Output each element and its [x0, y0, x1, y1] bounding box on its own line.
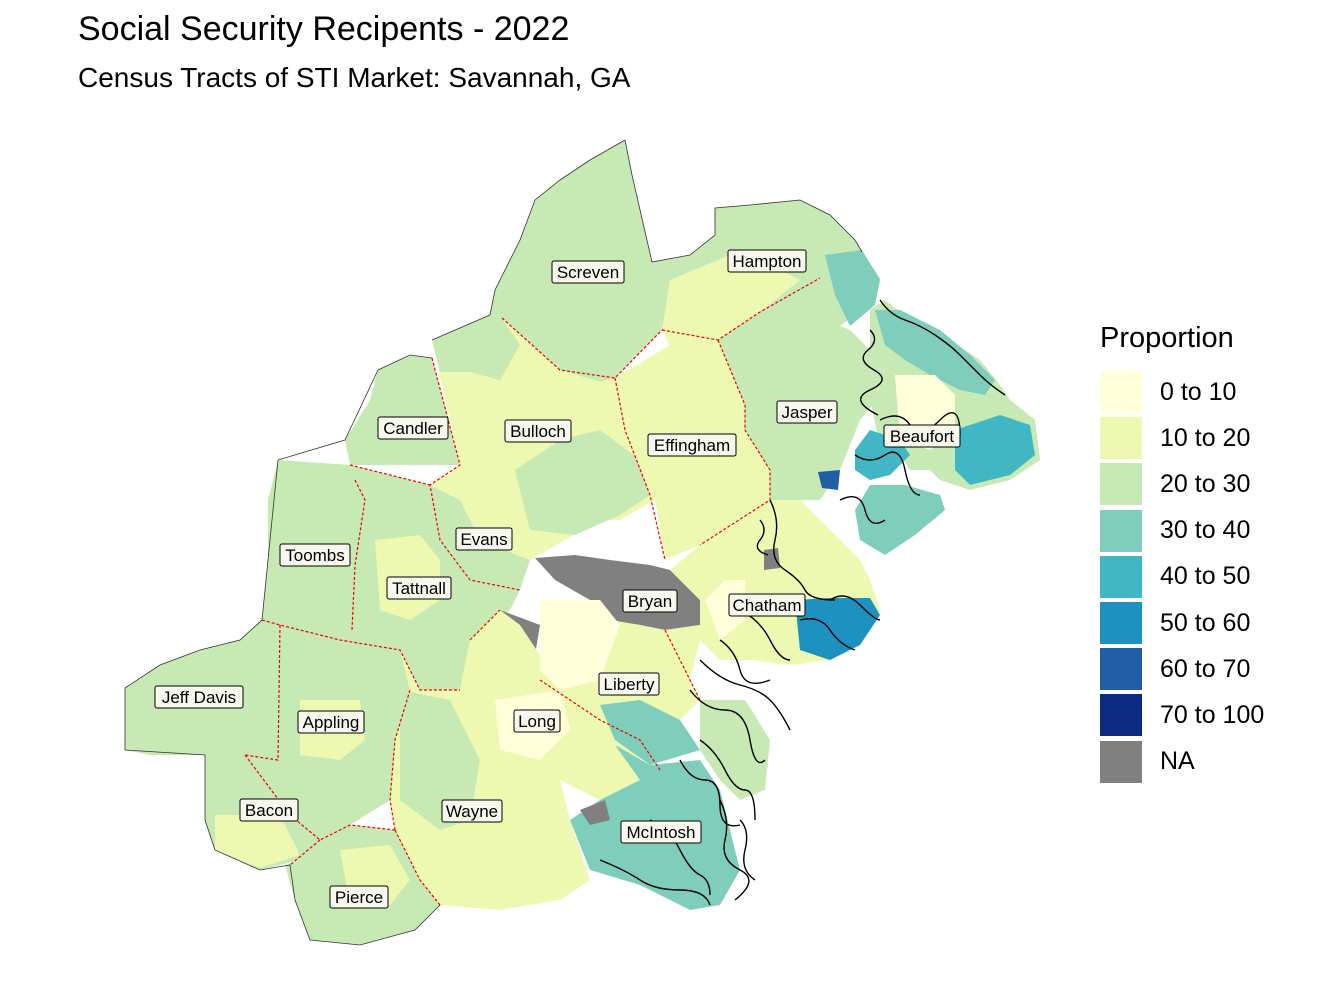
legend-item: 40 to 50	[1100, 554, 1264, 600]
region-jasper	[718, 278, 885, 500]
legend-label: 30 to 40	[1160, 516, 1251, 545]
legend-item: NA	[1100, 739, 1264, 785]
svg-text:Screven: Screven	[557, 263, 619, 282]
legend-item: 70 to 100	[1100, 692, 1264, 738]
region-liberty-coast	[600, 700, 700, 765]
label-liberty: Liberty	[598, 672, 660, 696]
label-toombs: Toombs	[279, 543, 351, 567]
legend-item: 30 to 40	[1100, 508, 1264, 554]
region-wayne-inner	[400, 690, 480, 830]
legend-label: 0 to 10	[1160, 377, 1237, 406]
label-mcintosh: McIntosh	[620, 820, 702, 844]
legend-swatch	[1100, 694, 1142, 737]
label-hampton: Hampton	[727, 249, 807, 273]
legend-swatch	[1100, 602, 1142, 645]
region-beaufort-island	[955, 415, 1035, 485]
label-candler: Candler	[377, 416, 449, 440]
svg-text:Beaufort: Beaufort	[890, 427, 955, 446]
label-bryan: Bryan	[622, 589, 678, 613]
svg-text:Bryan: Bryan	[628, 592, 672, 611]
svg-text:Jasper: Jasper	[781, 403, 832, 422]
legend-swatch	[1100, 417, 1142, 460]
svg-text:Appling: Appling	[303, 713, 360, 732]
label-appling: Appling	[297, 710, 365, 734]
region-bulloch-south	[515, 430, 650, 535]
label-beaufort: Beaufort	[883, 424, 961, 448]
label-chatham: Chatham	[728, 593, 806, 617]
label-screven: Screven	[551, 260, 625, 284]
svg-text:Tattnall: Tattnall	[392, 579, 446, 598]
legend-items: 0 to 10 10 to 20 20 to 30 30 to 40 40 to…	[1100, 369, 1264, 785]
map-title: Social Security Recipents - 2022	[78, 10, 570, 48]
svg-text:Bulloch: Bulloch	[510, 422, 566, 441]
svg-text:Wayne: Wayne	[446, 802, 498, 821]
label-evans: Evans	[455, 527, 513, 551]
label-pierce: Pierce	[329, 885, 389, 909]
legend-swatch	[1100, 371, 1142, 414]
svg-text:Toombs: Toombs	[285, 546, 345, 565]
legend-swatch	[1100, 740, 1142, 783]
legend-swatch	[1100, 648, 1142, 691]
map-subtitle: Census Tracts of STI Market: Savannah, G…	[78, 62, 631, 93]
label-tattnall: Tattnall	[386, 576, 452, 600]
region-chatham-coast	[795, 598, 880, 660]
legend-item: 60 to 70	[1100, 646, 1264, 692]
svg-text:Chatham: Chatham	[733, 596, 802, 615]
region-evans	[430, 485, 530, 590]
region-bacon-inner	[215, 815, 300, 868]
region-mcintosh-na	[580, 800, 610, 825]
svg-text:Long: Long	[518, 712, 556, 731]
label-effingham: Effingham	[647, 433, 737, 457]
label-long: Long	[513, 709, 561, 733]
svg-text:Pierce: Pierce	[335, 888, 383, 907]
region-chatham-na	[764, 548, 780, 570]
legend-swatch	[1100, 463, 1142, 506]
label-bacon: Bacon	[239, 798, 299, 822]
legend-label: 40 to 50	[1160, 562, 1251, 591]
legend-swatch	[1100, 509, 1142, 552]
legend-label: 10 to 20	[1160, 423, 1251, 452]
svg-text:McIntosh: McIntosh	[627, 823, 696, 842]
legend-label: 70 to 100	[1160, 700, 1265, 729]
legend-label: 20 to 30	[1160, 469, 1251, 498]
legend-item: 50 to 60	[1100, 600, 1264, 646]
svg-text:Bacon: Bacon	[245, 801, 293, 820]
region-beaufort-ne	[875, 310, 995, 395]
region-coastal-south	[700, 700, 770, 800]
svg-text:Effingham: Effingham	[654, 436, 730, 455]
label-wayne: Wayne	[441, 799, 503, 823]
region-hampton-east	[825, 250, 880, 326]
region-beaufort-dot	[818, 470, 840, 490]
county-borders	[244, 277, 821, 906]
svg-text:Candler: Candler	[383, 419, 443, 438]
label-bulloch: Bulloch	[504, 419, 572, 443]
region-beaufort-south	[855, 485, 945, 555]
legend-title: Proportion	[1100, 322, 1234, 354]
legend-label: 60 to 70	[1160, 654, 1251, 683]
region-bulloch-north	[432, 315, 520, 380]
county-labels: Screven Hampton Candler Bulloch Effingha…	[154, 249, 961, 909]
svg-text:Liberty: Liberty	[603, 675, 655, 694]
legend-item: 20 to 30	[1100, 461, 1264, 507]
region-hampton-upper	[662, 255, 800, 345]
legend-label: NA	[1160, 747, 1195, 776]
region-liberty-low	[540, 600, 620, 690]
legend-item: 0 to 10	[1100, 369, 1264, 415]
legend-swatch	[1100, 555, 1142, 598]
legend-item: 10 to 20	[1100, 415, 1264, 461]
market-outline	[124, 139, 863, 946]
legend: Proportion 0 to 10 10 to 20 20 to 30 30 …	[1100, 322, 1264, 785]
legend-label: 50 to 60	[1160, 608, 1251, 637]
label-jasper: Jasper	[776, 400, 838, 424]
label-jeff-davis: Jeff Davis	[154, 685, 244, 709]
svg-text:Evans: Evans	[460, 530, 507, 549]
svg-text:Hampton: Hampton	[733, 252, 802, 271]
svg-text:Jeff Davis: Jeff Davis	[162, 688, 236, 707]
